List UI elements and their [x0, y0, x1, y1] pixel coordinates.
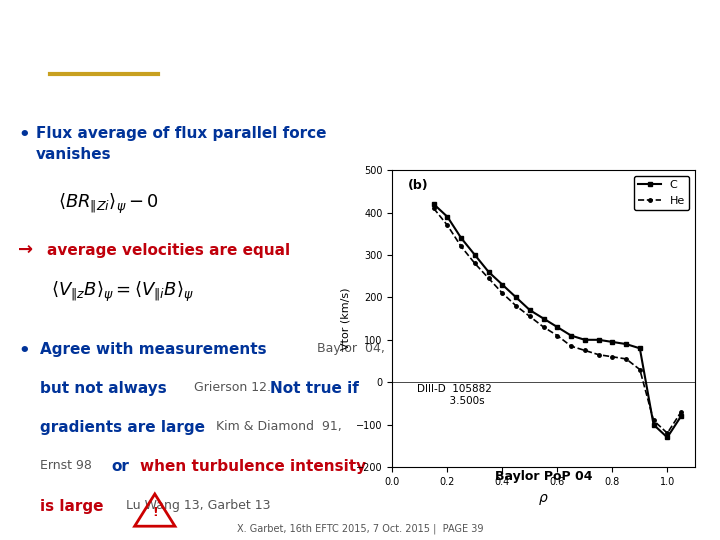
C	[539, 315, 548, 322]
C	[608, 339, 616, 345]
He	[553, 332, 562, 339]
Text: but not always: but not always	[40, 381, 166, 396]
Text: average velocities are equal: average velocities are equal	[47, 242, 290, 258]
Text: gradients are large: gradients are large	[40, 420, 204, 435]
Text: Baylor  04,: Baylor 04,	[317, 342, 384, 355]
Text: •: •	[18, 126, 30, 144]
C	[526, 307, 534, 313]
Text: Flux average of flux parallel force
vanishes: Flux average of flux parallel force vani…	[36, 126, 326, 162]
X-axis label: $\rho$: $\rho$	[539, 492, 549, 508]
He	[636, 366, 644, 373]
He	[567, 343, 575, 349]
C	[636, 345, 644, 352]
Legend: C, He: C, He	[634, 176, 689, 210]
He	[512, 302, 521, 309]
C	[553, 324, 562, 330]
Line: He: He	[432, 206, 683, 435]
C	[622, 341, 631, 347]
Text: •: •	[18, 342, 30, 360]
C	[580, 336, 589, 343]
He	[485, 275, 493, 281]
C	[498, 281, 507, 288]
Text: Grierson 12.: Grierson 12.	[194, 381, 271, 394]
Text: Not true if: Not true if	[270, 381, 359, 396]
C	[663, 434, 672, 441]
Text: or: or	[112, 460, 130, 475]
Text: when turbulence intensity: when turbulence intensity	[140, 460, 366, 475]
He	[526, 313, 534, 320]
He	[649, 417, 658, 424]
He	[580, 347, 589, 354]
Text: $\langle V_{\|z}B\rangle_\psi = \langle V_{\|i}B\rangle_\psi$: $\langle V_{\|z}B\rangle_\psi = \langle …	[51, 280, 194, 303]
C	[429, 201, 438, 207]
He	[622, 356, 631, 362]
He	[498, 290, 507, 296]
Text: DIII-D  105882
          3.500s: DIII-D 105882 3.500s	[417, 384, 492, 406]
Text: X. Garbet, 16th EFTC 2015, 7 Oct. 2015 |  PAGE 39: X. Garbet, 16th EFTC 2015, 7 Oct. 2015 |…	[237, 524, 483, 535]
He	[594, 352, 603, 358]
C	[512, 294, 521, 301]
Text: cea: cea	[29, 19, 97, 53]
Text: Kim & Diamond  91,: Kim & Diamond 91,	[216, 420, 342, 434]
He	[608, 354, 616, 360]
He	[677, 409, 685, 415]
He	[429, 205, 438, 212]
Text: Baylor PoP 04: Baylor PoP 04	[495, 469, 593, 483]
Text: Lu Wang 13, Garbet 13: Lu Wang 13, Garbet 13	[126, 498, 271, 511]
He	[471, 260, 480, 267]
Line: C: C	[432, 202, 683, 439]
Y-axis label: Vtor (km/s): Vtor (km/s)	[341, 287, 351, 350]
C	[471, 252, 480, 258]
He	[456, 243, 465, 249]
Text: All ion species rotate at same average speed: All ion species rotate at same average s…	[77, 26, 643, 46]
C	[443, 213, 451, 220]
C	[485, 269, 493, 275]
Text: Ernst 98: Ernst 98	[40, 460, 91, 472]
Text: $\langle BR_{\|Zi}\rangle_\psi - 0$: $\langle BR_{\|Zi}\rangle_\psi - 0$	[58, 192, 158, 216]
C	[677, 413, 685, 420]
Text: Agree with measurements: Agree with measurements	[40, 342, 266, 357]
C	[594, 336, 603, 343]
Text: (b): (b)	[408, 179, 428, 192]
Text: is large: is large	[40, 498, 103, 514]
C	[456, 235, 465, 241]
He	[663, 430, 672, 436]
Text: !: !	[152, 507, 158, 519]
He	[443, 222, 451, 228]
Text: →: →	[18, 241, 33, 259]
C	[649, 421, 658, 428]
He	[539, 324, 548, 330]
C	[567, 332, 575, 339]
